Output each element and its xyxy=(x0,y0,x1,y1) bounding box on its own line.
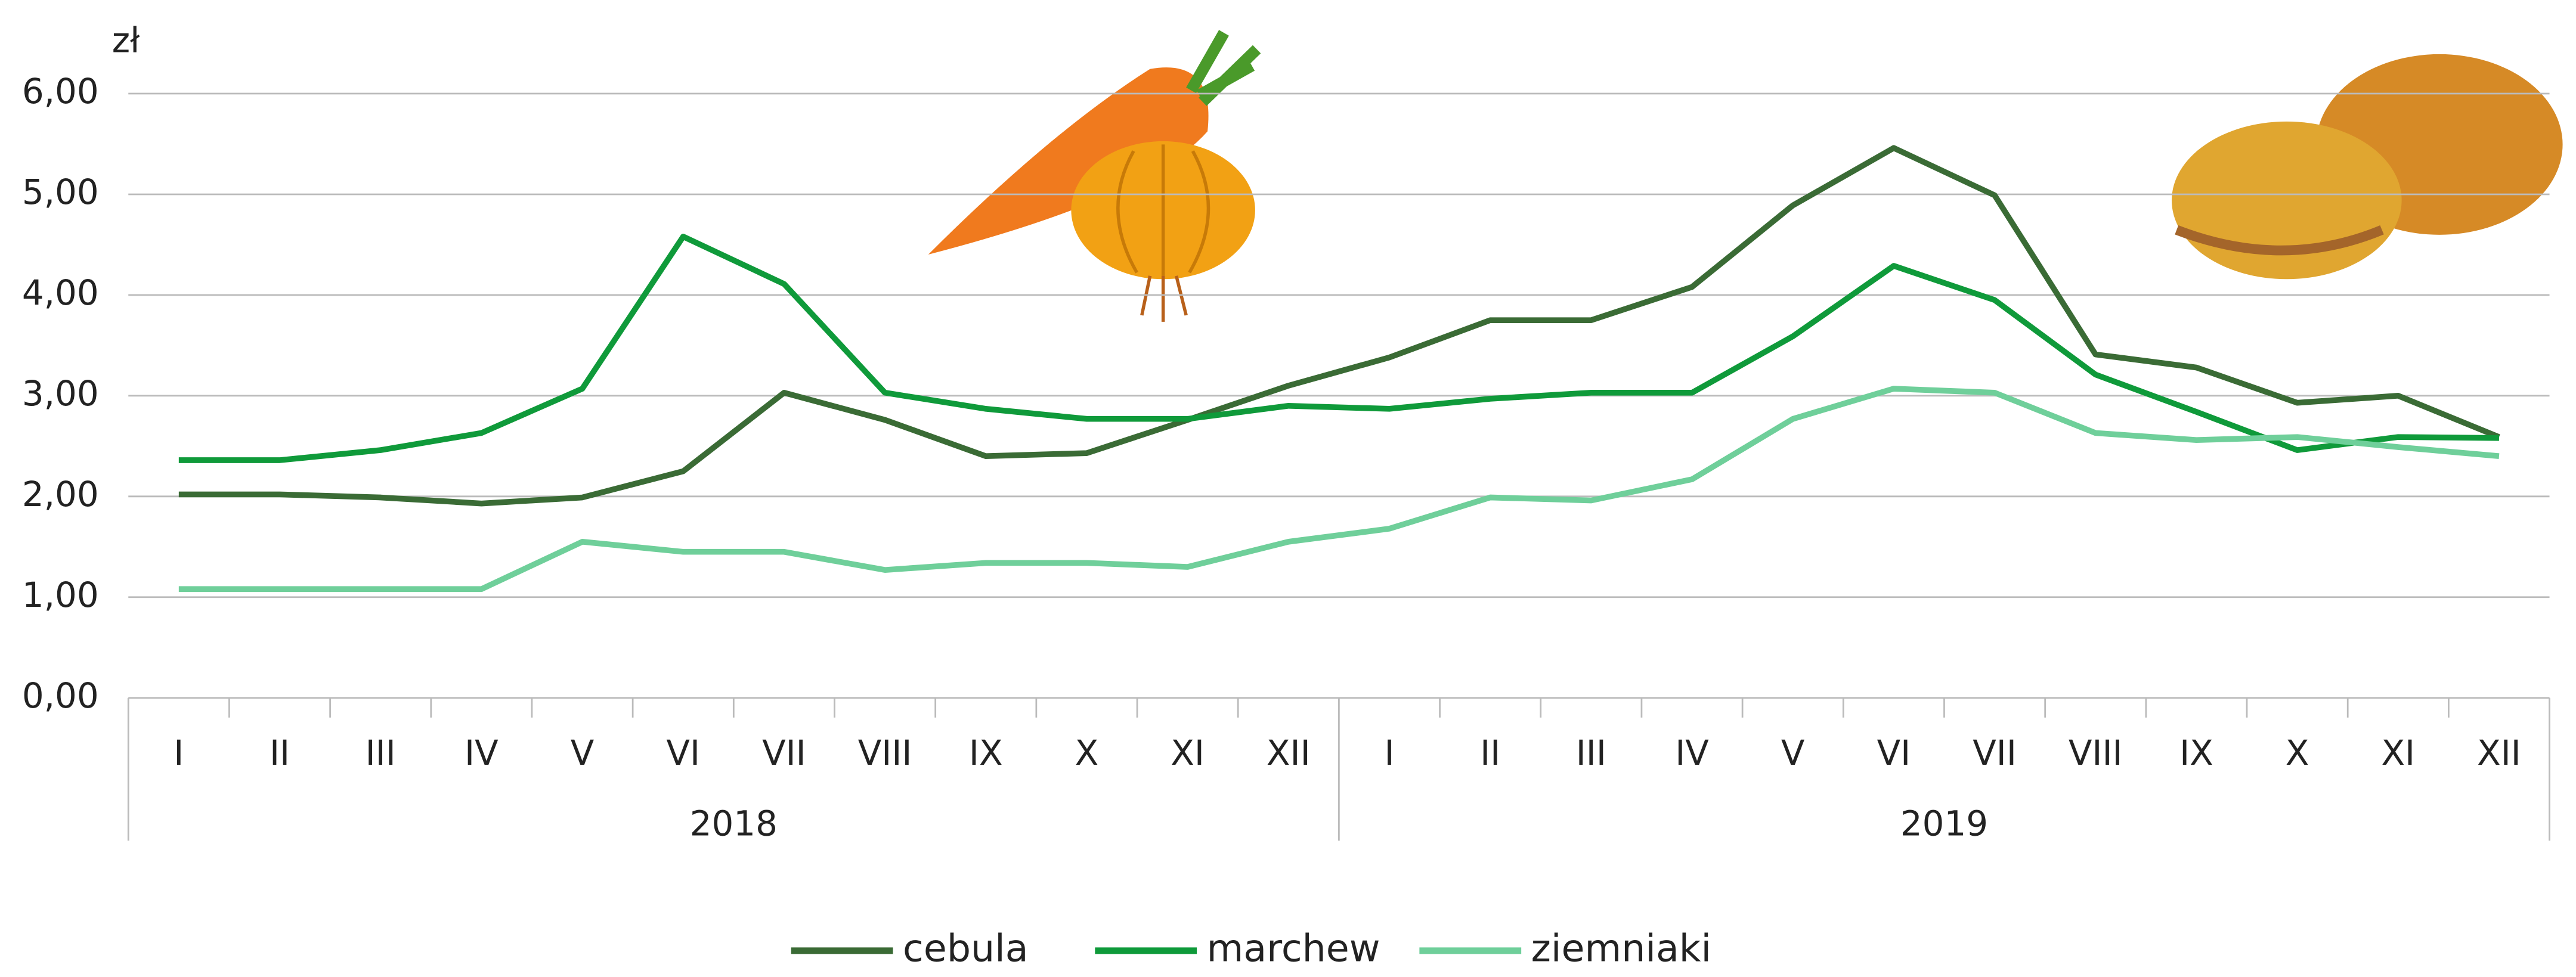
x-tick-label: XII xyxy=(1267,733,1311,773)
year-label: 2019 xyxy=(1900,804,1988,844)
x-tick-label: XI xyxy=(2381,733,2415,773)
x-tick-label: V xyxy=(1781,733,1805,773)
x-tick-label: VI xyxy=(1877,733,1911,773)
x-tick-label: VIII xyxy=(2069,733,2123,773)
x-tick-label: III xyxy=(366,733,396,773)
x-tick-label: VII xyxy=(762,733,806,773)
x-tick-label: V xyxy=(571,733,595,773)
x-tick-label: II xyxy=(1480,733,1500,773)
x-tick-label: VIII xyxy=(858,733,912,773)
y-tick-label: 2,00 xyxy=(22,474,99,514)
y-tick-label: 1,00 xyxy=(22,575,99,615)
x-tick-label: X xyxy=(2286,733,2309,773)
y-tick-label: 4,00 xyxy=(22,272,99,313)
series-line xyxy=(178,145,2500,507)
vegetable-illustration xyxy=(928,30,2563,322)
x-tick-label: VI xyxy=(666,733,700,773)
legend-label: cebula xyxy=(903,926,1029,970)
series-line xyxy=(178,386,2500,593)
x-tick-label: I xyxy=(174,733,184,773)
x-tick-label: XI xyxy=(1171,733,1205,773)
y-tick-label: 6,00 xyxy=(22,71,99,111)
y-tick-label: 3,00 xyxy=(22,373,99,414)
year-label: 2018 xyxy=(690,804,778,844)
series-line xyxy=(178,234,2500,463)
x-tick-label: III xyxy=(1576,733,1606,773)
x-tick-label: X xyxy=(1075,733,1099,773)
x-tick-label: IX xyxy=(969,733,1003,773)
x-tick-label: II xyxy=(270,733,290,773)
y-unit: zł xyxy=(112,20,140,61)
y-tick-label: 0,00 xyxy=(22,675,99,716)
x-tick-label: XII xyxy=(2477,733,2521,773)
x-tick-label: I xyxy=(1384,733,1394,773)
y-tick-label: 5,00 xyxy=(22,172,99,212)
x-tick-label: IV xyxy=(465,733,499,773)
x-tick-label: IV xyxy=(1675,733,1709,773)
legend-label: ziemniaki xyxy=(1531,926,1711,970)
legend-label: marchew xyxy=(1207,926,1380,970)
x-tick-label: VII xyxy=(1973,733,2017,773)
x-tick-label: IX xyxy=(2179,733,2213,773)
